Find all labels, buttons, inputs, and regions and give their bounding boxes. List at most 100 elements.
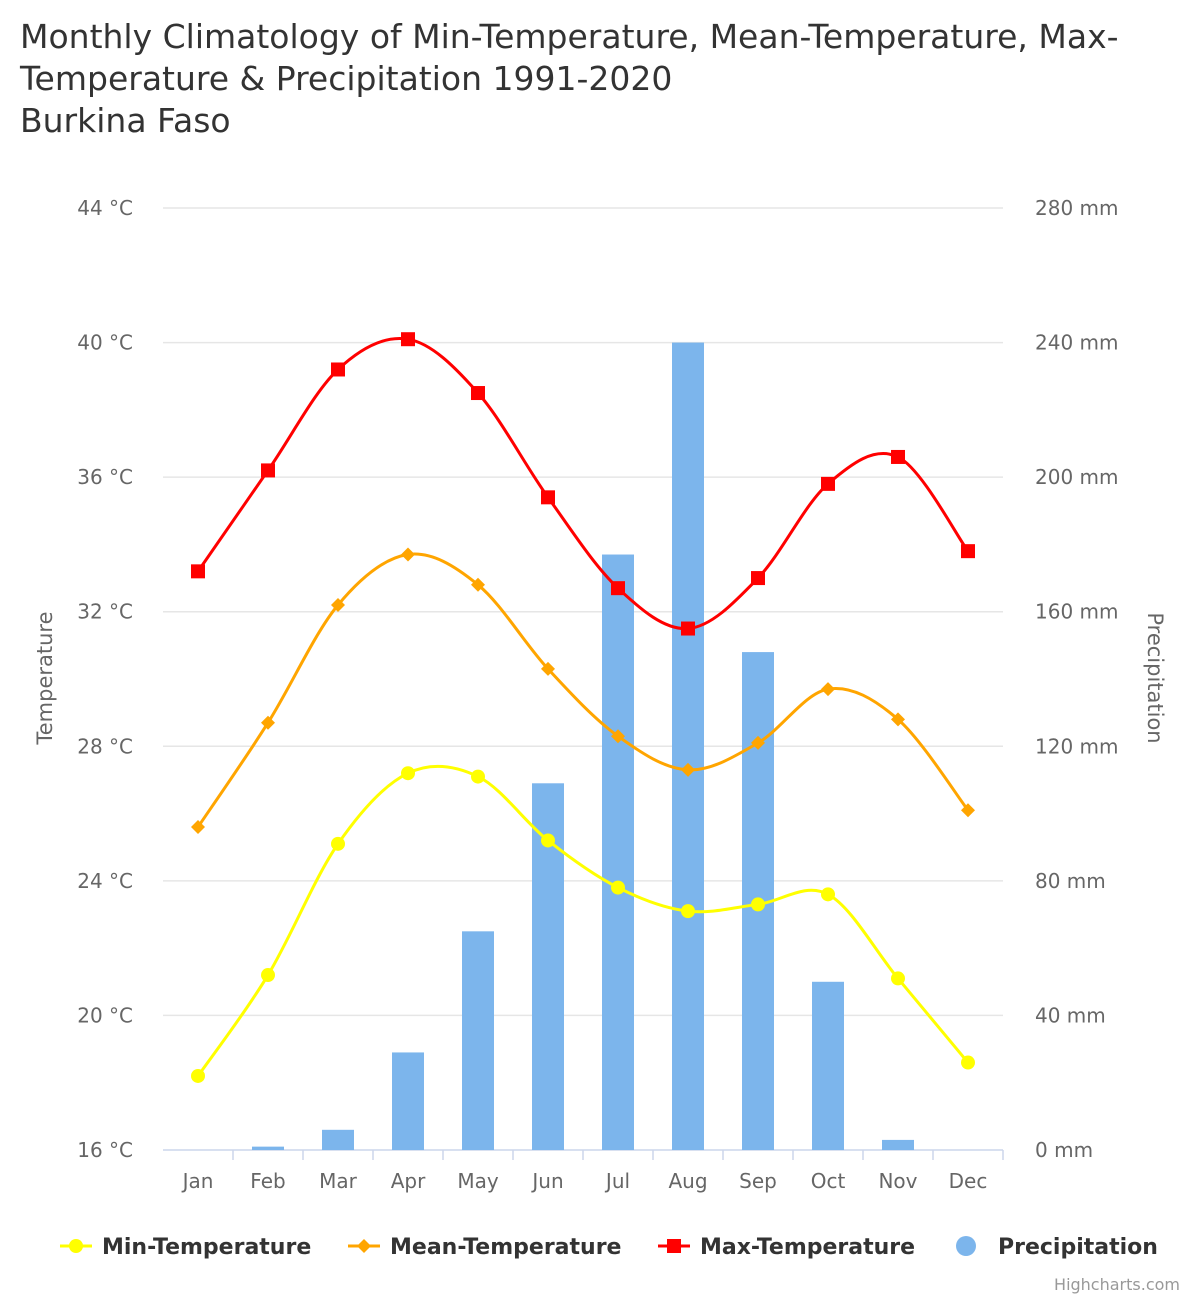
max-temperature-point[interactable] xyxy=(541,490,555,505)
right-tick-label: 160 mm xyxy=(1035,600,1119,624)
x-tick-label: May xyxy=(457,1169,499,1193)
left-tick-label: 24 °C xyxy=(77,869,133,893)
right-tick-label: 0 mm xyxy=(1035,1138,1093,1162)
right-axis: 0 mm 40 mm 80 mm 120 mm 160 mm 200 mm 240 mm 28… xyxy=(1035,196,1119,1162)
left-tick-label: 32 °C xyxy=(77,600,133,624)
max-temperature-point[interactable] xyxy=(401,332,415,347)
min-temperature-point[interactable] xyxy=(261,968,275,983)
precipitation-bar[interactable] xyxy=(672,342,704,1151)
x-tick-label: Aug xyxy=(668,1169,707,1193)
right-tick-label: 120 mm xyxy=(1035,734,1119,758)
max-temperature-point[interactable] xyxy=(961,544,975,559)
legend-item[interactable]: Precipitation xyxy=(956,1235,1158,1260)
legend-item[interactable]: Mean-Temperature xyxy=(348,1235,621,1260)
precipitation-bar[interactable] xyxy=(812,981,844,1150)
mean-temperature-point[interactable] xyxy=(541,661,555,676)
grid-lines xyxy=(163,207,1003,1017)
right-tick-label: 40 mm xyxy=(1035,1003,1106,1027)
legend-item[interactable]: Max-Temperature xyxy=(658,1235,915,1260)
precipitation-bar[interactable] xyxy=(322,1129,354,1150)
legend-symbol xyxy=(667,1239,681,1253)
precipitation-columns xyxy=(252,342,914,1151)
mean-temperature-point[interactable] xyxy=(821,682,835,697)
credits-link[interactable]: Highcharts.com xyxy=(1054,1275,1180,1294)
max-temperature-point[interactable] xyxy=(471,386,485,401)
left-axis-title: Temperature xyxy=(33,611,57,745)
x-tick-label: Sep xyxy=(739,1169,777,1193)
max-temperature-point[interactable] xyxy=(891,449,905,464)
min-temperature-point[interactable] xyxy=(471,769,485,784)
x-tick-label: Dec xyxy=(949,1169,988,1193)
x-tick-label: Jan xyxy=(181,1169,214,1193)
x-tick-label: Jun xyxy=(530,1169,563,1193)
left-tick-label: 20 °C xyxy=(77,1003,133,1027)
legend-label: Max-Temperature xyxy=(700,1235,915,1260)
min-temperature-point[interactable] xyxy=(681,904,695,919)
x-tick-label: Jul xyxy=(604,1169,630,1193)
x-axis: Jan Feb Mar Apr May Jun Jul Aug Sep Oct Nov Dec xyxy=(163,1149,1004,1193)
x-tick-label: Feb xyxy=(250,1169,285,1193)
left-tick-label: 40 °C xyxy=(77,331,133,355)
right-tick-label: 280 mm xyxy=(1035,196,1119,220)
min-temperature-point[interactable] xyxy=(821,887,835,902)
mean-temperature-point[interactable] xyxy=(191,820,205,835)
mean-temperature-point[interactable] xyxy=(331,597,345,612)
mean-temperature-point[interactable] xyxy=(611,729,625,744)
max-temperature-point[interactable] xyxy=(751,571,765,586)
left-tick-label: 36 °C xyxy=(77,465,133,489)
max-temperature-point[interactable] xyxy=(611,581,625,596)
min-temperature-point[interactable] xyxy=(891,971,905,986)
max-temperature-point[interactable] xyxy=(821,476,835,491)
min-temperature-point[interactable] xyxy=(961,1055,975,1070)
mean-temperature-point[interactable] xyxy=(891,712,905,727)
mean-temperature-line xyxy=(196,552,970,828)
left-axis: 16 °C 20 °C 24 °C 28 °C 32 °C 36 °C 40 °C 44 °C xyxy=(77,196,133,1162)
min-temperature-point[interactable] xyxy=(751,897,765,912)
min-temperature-point[interactable] xyxy=(191,1068,205,1083)
min-temperature-point[interactable] xyxy=(611,880,625,895)
right-axis-title: Precipitation xyxy=(1143,612,1167,743)
chart-title-line-1: Monthly Climatology of Min-Temperature, … xyxy=(20,17,1119,56)
max-temperature-point[interactable] xyxy=(261,463,275,478)
left-tick-label: 44 °C xyxy=(77,196,133,220)
mean-temperature-point[interactable] xyxy=(401,547,415,562)
precipitation-bar[interactable] xyxy=(392,1052,424,1150)
legend: Min-Temperature Mean-Temperature Max-Tempe… xyxy=(60,1235,1158,1260)
max-temperature-point[interactable] xyxy=(681,621,695,636)
max-temperature-point[interactable] xyxy=(331,362,345,377)
mean-temperature-point[interactable] xyxy=(471,577,485,592)
max-temperature-point[interactable] xyxy=(191,564,205,579)
right-tick-label: 200 mm xyxy=(1035,465,1119,489)
min-temperature-line xyxy=(196,764,970,1077)
mean-temperature-point[interactable] xyxy=(681,762,695,777)
legend-label: Min-Temperature xyxy=(102,1235,311,1260)
mean-temperature-point[interactable] xyxy=(961,803,975,818)
x-tick-label: Nov xyxy=(878,1169,917,1193)
legend-label: Mean-Temperature xyxy=(390,1235,621,1260)
right-tick-label: 240 mm xyxy=(1035,331,1119,355)
min-temperature-point[interactable] xyxy=(401,766,415,781)
precipitation-bar[interactable] xyxy=(462,931,494,1150)
legend-symbol xyxy=(956,1236,976,1256)
legend-item[interactable]: Min-Temperature xyxy=(60,1235,311,1260)
precipitation-bar[interactable] xyxy=(602,554,634,1150)
max-temperature-line xyxy=(196,337,970,631)
precipitation-bar[interactable] xyxy=(252,1146,284,1150)
legend-label: Precipitation xyxy=(998,1235,1158,1260)
legend-symbol xyxy=(69,1239,83,1253)
min-temperature-point[interactable] xyxy=(541,833,555,848)
x-tick-label: Apr xyxy=(391,1169,426,1193)
legend-symbol xyxy=(357,1239,371,1253)
chart-subtitle: Burkina Faso xyxy=(20,101,231,140)
temperature-lines xyxy=(191,332,975,1083)
left-tick-label: 16 °C xyxy=(77,1138,133,1162)
mean-temperature-point[interactable] xyxy=(751,735,765,750)
right-tick-label: 80 mm xyxy=(1035,869,1106,893)
x-tick-label: Oct xyxy=(811,1169,846,1193)
mean-temperature-point[interactable] xyxy=(261,715,275,730)
left-tick-label: 28 °C xyxy=(77,734,133,758)
precipitation-bar[interactable] xyxy=(882,1139,914,1150)
x-tick-label: Mar xyxy=(319,1169,358,1193)
min-temperature-point[interactable] xyxy=(331,836,345,851)
